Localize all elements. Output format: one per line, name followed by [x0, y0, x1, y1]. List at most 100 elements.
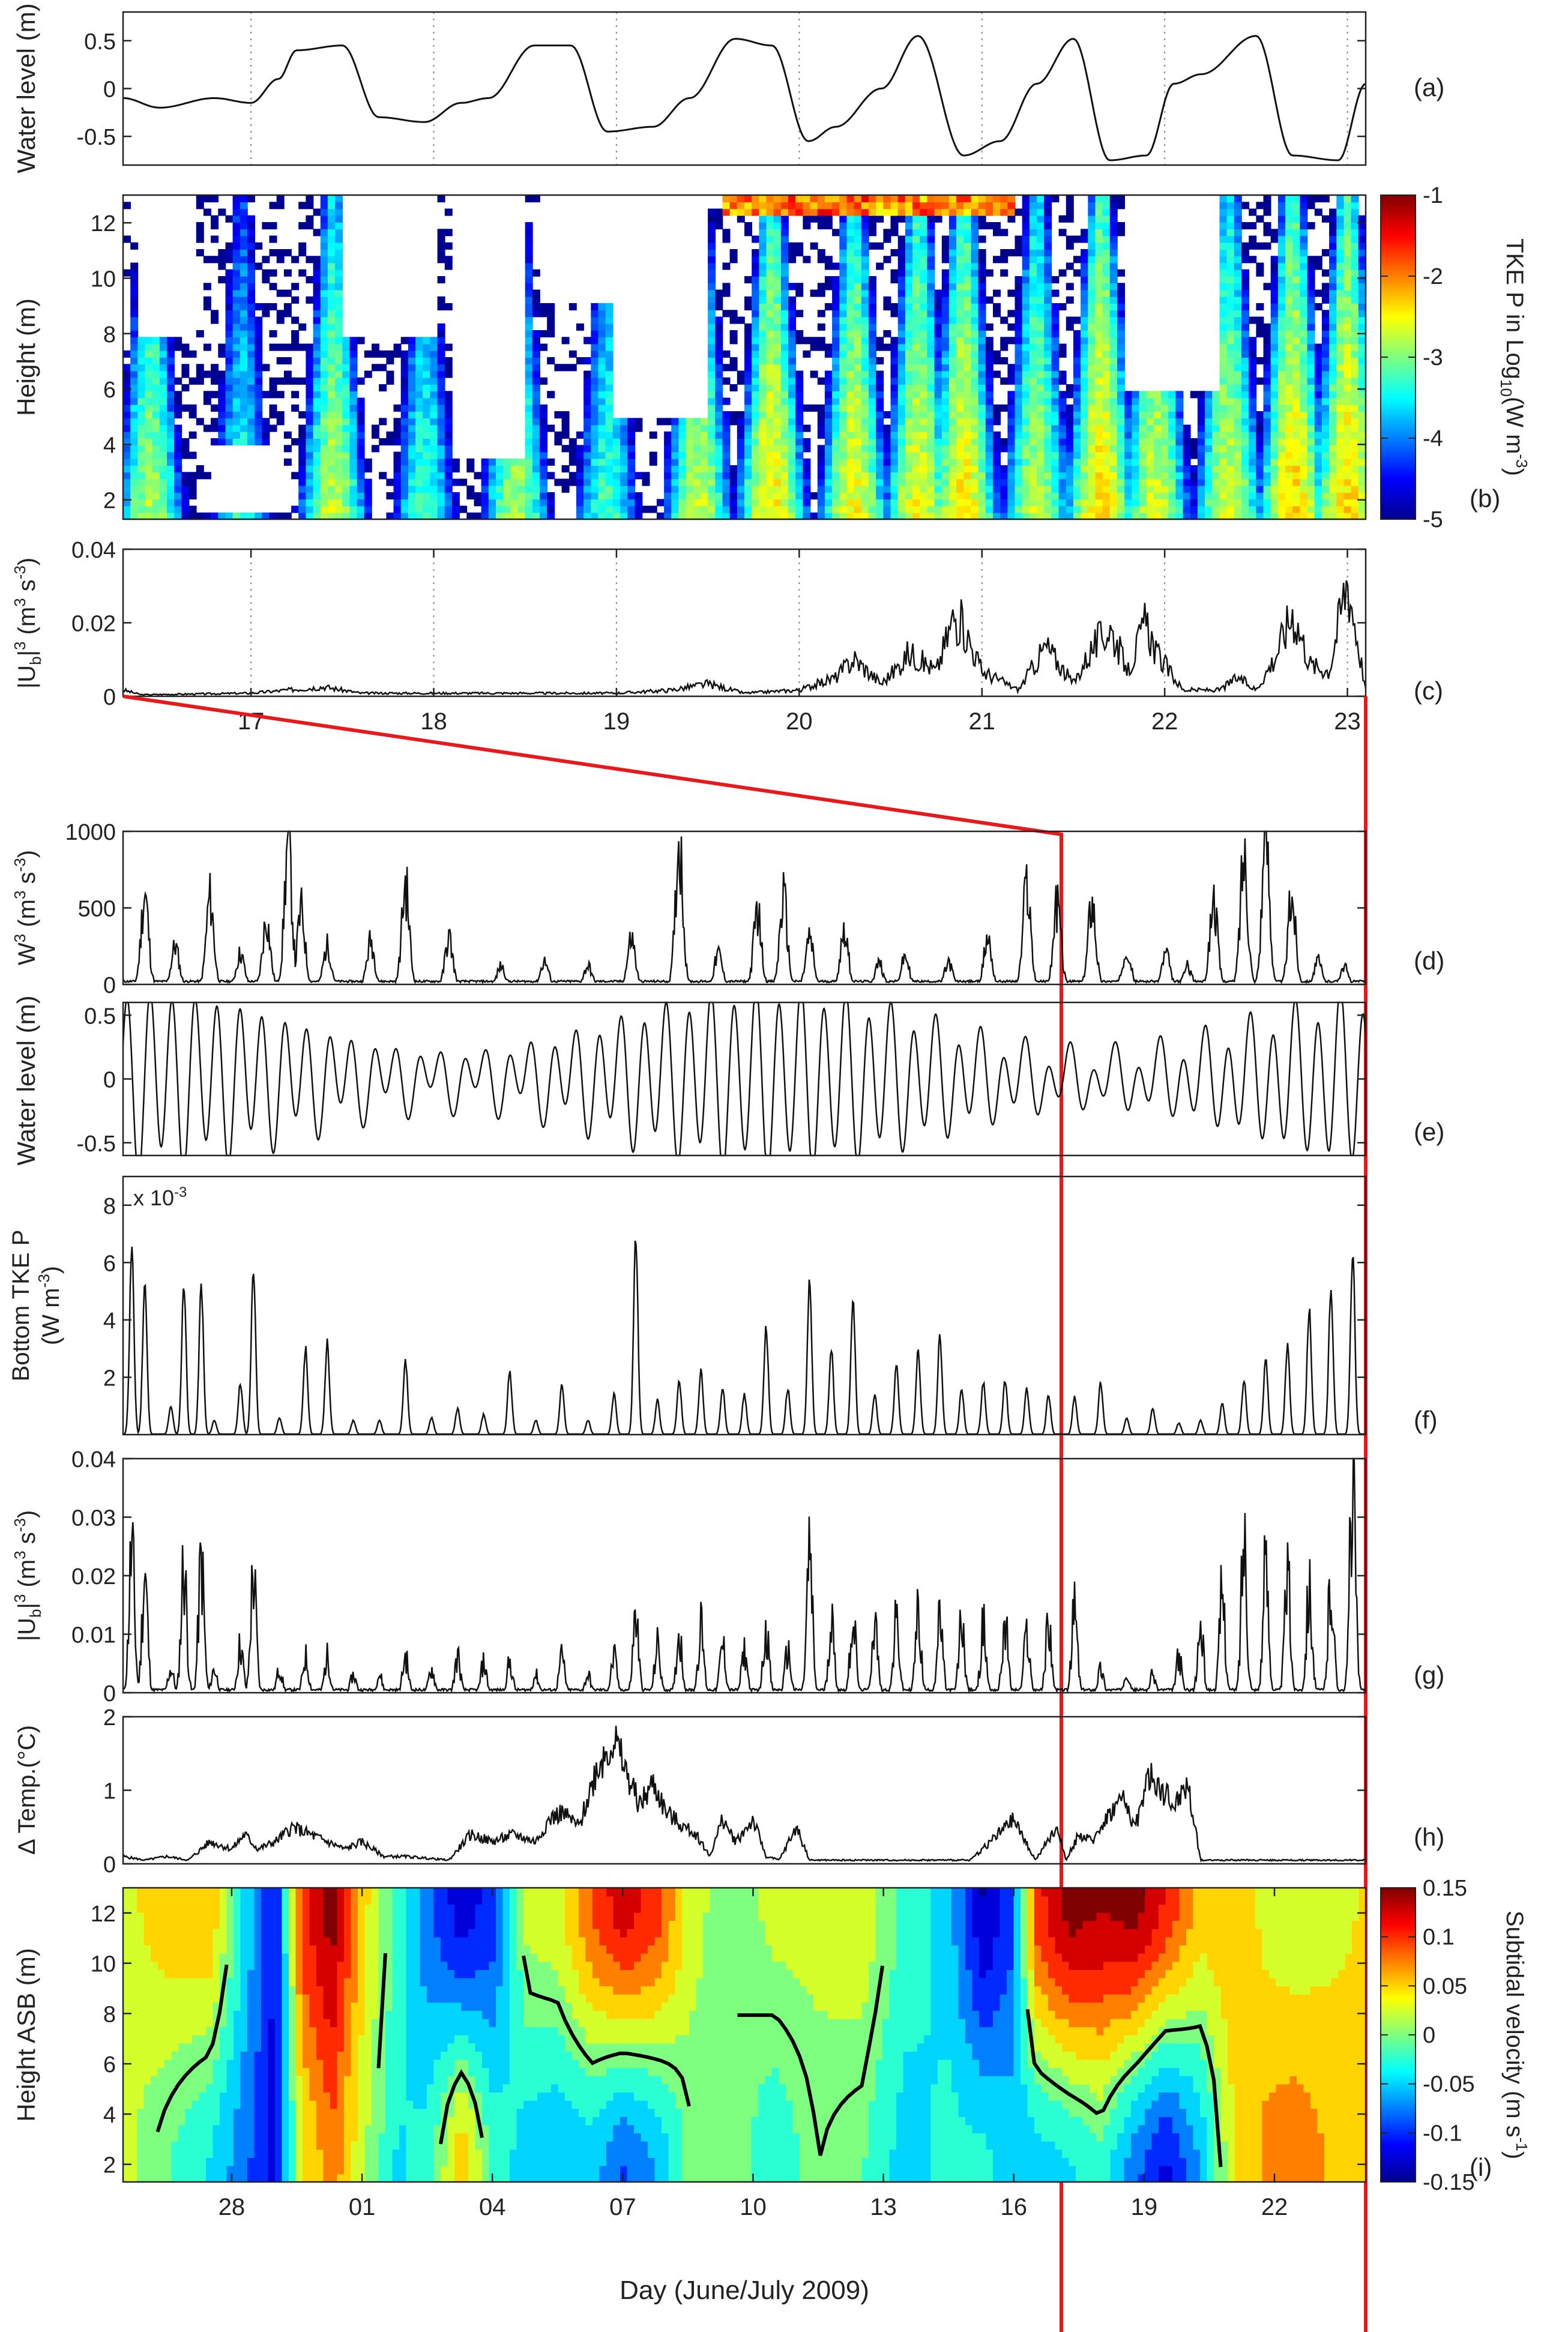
tke-cell [1256, 418, 1264, 426]
tke-cell [876, 384, 884, 392]
tke-cell [1300, 377, 1308, 385]
tke-cell [715, 485, 723, 493]
tke-cell [839, 499, 848, 507]
tke-cell [1095, 303, 1103, 311]
tke-cell [400, 451, 409, 459]
tke-cell [934, 364, 942, 372]
tke-cell [1175, 411, 1184, 419]
tke-cell [971, 431, 979, 439]
tke-cell [181, 404, 190, 412]
tke-cell [839, 445, 848, 453]
tke-cell [912, 343, 921, 351]
tke-cell [788, 195, 797, 203]
tke-cell [1351, 431, 1359, 439]
tke-cell [978, 289, 986, 297]
tke-cell [934, 357, 942, 365]
tke-cell [686, 499, 694, 507]
tke-cell [1000, 512, 1009, 519]
tke-cell [1263, 451, 1271, 459]
tke-cell [313, 330, 321, 338]
tke-cell [415, 370, 424, 378]
tke-cell [869, 445, 876, 453]
tke-cell [912, 364, 921, 372]
tke-cell [1358, 350, 1366, 358]
tke-cell [1241, 431, 1249, 439]
tke-cell [839, 276, 848, 284]
tke-cell [1190, 492, 1198, 500]
tke-cell [605, 451, 614, 459]
tke-cell [1146, 472, 1154, 480]
tke-cell [1336, 391, 1345, 399]
tke-cell [766, 310, 774, 318]
tke-cell [780, 451, 789, 459]
tke-cell [1051, 330, 1060, 338]
tke-cell [1307, 438, 1315, 446]
tke-cell [1270, 343, 1279, 351]
tke-cell [1336, 242, 1345, 250]
tke-cell [824, 208, 833, 216]
tke-cell [1321, 269, 1330, 277]
tke-cell [313, 208, 321, 216]
tke-cell [963, 499, 972, 507]
tke-cell [591, 370, 599, 378]
tke-cell [780, 424, 789, 432]
tke-cell [1088, 370, 1096, 378]
tke-cell [444, 445, 453, 453]
tke-cell [1051, 397, 1060, 405]
tke-cell [956, 485, 965, 493]
tke-cell [1015, 505, 1023, 513]
tke-cell [1066, 424, 1074, 432]
tke-cell [1351, 310, 1359, 318]
tke-cell [1124, 418, 1133, 426]
tke-cell [1343, 222, 1352, 230]
tke-cell [1270, 404, 1279, 412]
tke-cell [1066, 242, 1074, 250]
tke-cell [598, 465, 606, 473]
tke-cell [773, 384, 782, 392]
tke-cell [437, 350, 445, 358]
tke-cell [832, 485, 840, 493]
tke-cell [912, 391, 921, 399]
tke-cell [1343, 195, 1352, 203]
tke-cell [788, 391, 797, 399]
tke-cell [349, 424, 358, 432]
tke-cell [1037, 330, 1045, 338]
tke-cell [1307, 269, 1315, 277]
tke-cell [846, 505, 855, 513]
tke-cell [869, 478, 876, 486]
tke-cell [1161, 478, 1169, 486]
tke-cell [1270, 499, 1279, 507]
tke-cell [1351, 222, 1359, 230]
tke-cell [861, 499, 869, 507]
tke-cell [715, 289, 723, 297]
tke-cell [1190, 505, 1198, 513]
tke-cell [897, 370, 906, 378]
tke-cell [861, 283, 869, 291]
tke-cell [313, 364, 321, 372]
tke-cell [540, 451, 548, 459]
tke-cell [1022, 283, 1030, 291]
tke-cell [211, 512, 219, 519]
tke-cell [963, 262, 972, 270]
tke-cell [349, 458, 358, 466]
tke-cell [678, 424, 687, 432]
tke-cell [1241, 438, 1249, 446]
tke-cell [591, 458, 599, 466]
tke-cell [335, 485, 343, 493]
tke-cell [532, 438, 540, 446]
tke-cell [620, 512, 628, 519]
tke-cell [920, 310, 928, 318]
tke-cell [1073, 364, 1081, 372]
tke-cell [1358, 512, 1366, 519]
tke-cell [729, 492, 738, 500]
tke-cell [1256, 438, 1264, 446]
tke-cell [1212, 438, 1220, 446]
tke-cell [255, 370, 263, 378]
tke-cell [1314, 343, 1322, 351]
tke-cell [1226, 337, 1235, 345]
tke-cell [1102, 195, 1111, 203]
tke-cell [854, 451, 862, 459]
tke-cell [605, 323, 614, 331]
tke-cell [1088, 512, 1096, 519]
tke-cell [269, 330, 277, 338]
